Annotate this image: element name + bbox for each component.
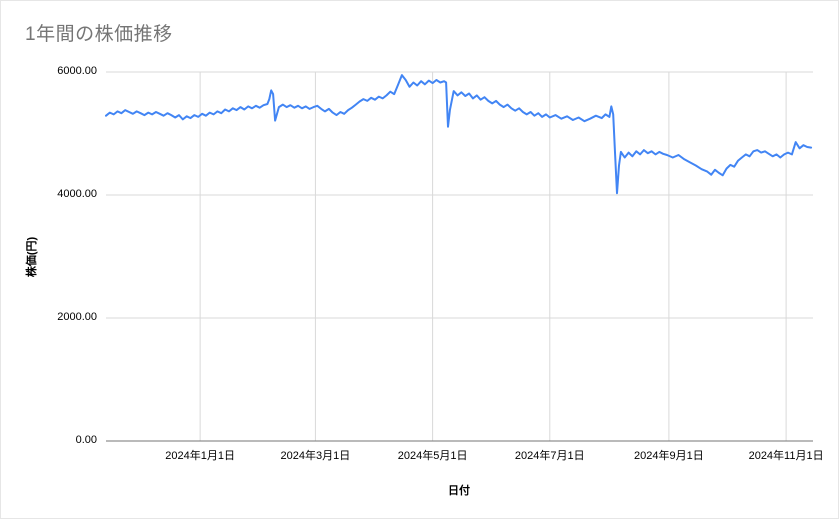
y-axis-tick-label: 0.00 [75, 434, 97, 446]
y-axis-tick-label: 6000.00 [57, 65, 97, 77]
x-axis-tick-label: 2024年7月1日 [514, 450, 585, 462]
chart-title: 1年間の株価推移 [25, 24, 173, 45]
x-axis-tick-label: 2024年11月1日 [748, 450, 824, 462]
y-axis-tick-label: 2000.00 [57, 311, 97, 323]
x-axis-tick-label: 2024年9月1日 [634, 450, 704, 462]
x-axis-tick-label: 2024年5月1日 [397, 450, 468, 462]
stock-price-line-series [105, 74, 813, 195]
x-axis-title: 日付 [448, 485, 470, 497]
x-axis-tick-label: 2024年3月1日 [280, 450, 351, 462]
x-axis-tick-label: 2024年1月1日 [165, 450, 235, 462]
y-axis-title: 株価(円) [26, 236, 38, 278]
y-axis-tick-label: 4000.00 [57, 188, 97, 200]
